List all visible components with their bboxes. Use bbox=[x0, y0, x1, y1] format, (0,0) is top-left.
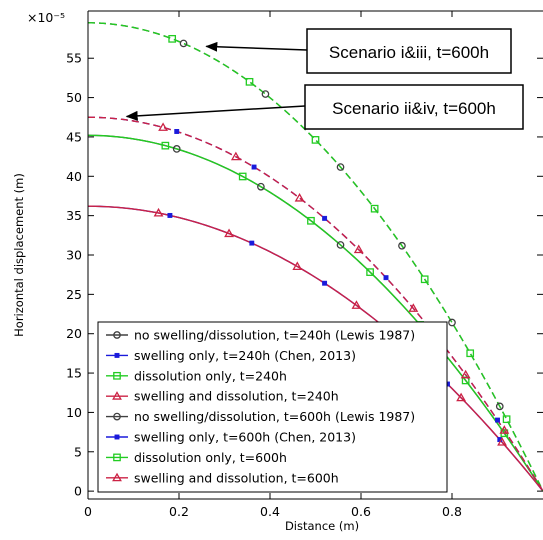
legend-swatch-marker bbox=[112, 472, 122, 482]
series-2-marker bbox=[249, 240, 255, 246]
annotation-2-text: Scenario ii&iv, t=600h bbox=[332, 99, 496, 118]
series-7-marker bbox=[168, 34, 177, 43]
y-tick-label: 30 bbox=[66, 248, 82, 263]
legend-swatch-marker bbox=[113, 371, 121, 380]
series-3-marker bbox=[307, 216, 315, 225]
legend-label: swelling and dissolution, t=240h bbox=[134, 389, 339, 404]
series-7-marker bbox=[502, 415, 511, 424]
legend-label: dissolution only, t=600h bbox=[134, 450, 287, 465]
annotation-2: Scenario ii&iv, t=600h bbox=[125, 84, 524, 130]
series-7-marker bbox=[370, 204, 379, 213]
series-5-marker bbox=[448, 318, 456, 327]
legend-swatch-marker bbox=[114, 434, 120, 440]
series-7-marker bbox=[420, 275, 429, 284]
series-7-marker bbox=[245, 77, 254, 86]
y-tick-label: 10 bbox=[66, 405, 82, 420]
y-tick-label: 40 bbox=[66, 169, 82, 184]
series-line-4 bbox=[87, 205, 543, 492]
x-tick-label: 0.8 bbox=[442, 504, 462, 519]
legend-swatch-marker bbox=[113, 453, 121, 462]
annotation-1-arrow bbox=[205, 41, 308, 52]
series-3-marker bbox=[238, 172, 247, 181]
legend-swatch-marker bbox=[113, 331, 121, 339]
series-6-marker bbox=[322, 215, 328, 221]
x-tick-label: 0 bbox=[84, 504, 92, 519]
series-4-marker bbox=[351, 300, 362, 309]
series-3-marker bbox=[161, 141, 170, 150]
legend: no swelling/dissolution, t=240h (Lewis 1… bbox=[97, 321, 448, 493]
y-tick-label: 5 bbox=[74, 444, 82, 459]
annotation-1-box bbox=[306, 28, 512, 74]
series-8-marker bbox=[460, 369, 471, 379]
series-7-marker bbox=[466, 349, 475, 358]
series-line-3 bbox=[87, 134, 543, 492]
x-tick-label: 0.6 bbox=[351, 504, 371, 519]
series-4-marker bbox=[153, 207, 164, 217]
y-tick-label: 50 bbox=[66, 90, 82, 105]
annotation-2-box bbox=[304, 84, 524, 130]
series-8-marker bbox=[499, 425, 510, 434]
legend-label: no swelling/dissolution, t=240h (Lewis 1… bbox=[134, 328, 415, 343]
legend-box bbox=[97, 321, 448, 493]
y-axis-title: Horizontal displacement (m) bbox=[12, 173, 26, 337]
series-6-marker bbox=[383, 275, 389, 281]
series-7-marker bbox=[311, 136, 320, 144]
legend-swatch-marker bbox=[113, 412, 121, 421]
series-1-marker bbox=[172, 145, 181, 153]
y-tick-label: 15 bbox=[66, 366, 82, 381]
series-4-marker bbox=[224, 228, 234, 238]
series-6-marker bbox=[495, 417, 500, 423]
legend-label: swelling only, t=600h (Chen, 2013) bbox=[134, 430, 356, 445]
x-tick-label: 0.4 bbox=[260, 504, 280, 519]
legend-label: swelling and dissolution, t=600h bbox=[134, 470, 339, 485]
series-2-marker bbox=[167, 212, 173, 218]
series-6-marker bbox=[174, 129, 180, 134]
annotation-2-arrow bbox=[125, 105, 306, 121]
series-8-marker bbox=[230, 151, 241, 161]
y-tick-label: 35 bbox=[66, 208, 82, 223]
series-8-marker bbox=[158, 122, 168, 131]
legend-label: swelling only, t=240h (Chen, 2013) bbox=[134, 348, 356, 363]
annotation-1: Scenario i&iii, t=600h bbox=[205, 28, 512, 74]
series-4-marker bbox=[292, 261, 303, 270]
series-1-marker bbox=[257, 182, 265, 191]
series-8-marker bbox=[408, 303, 419, 312]
y-tick-label: 55 bbox=[66, 51, 82, 66]
y-tick-label: 0 bbox=[74, 484, 82, 499]
series-4-marker bbox=[456, 392, 467, 402]
series-6-marker bbox=[251, 164, 257, 170]
x-tick-label: 0.2 bbox=[169, 504, 189, 519]
series-5-marker bbox=[495, 402, 504, 411]
series-8-marker bbox=[294, 192, 305, 202]
y-multiplier: ×10⁻⁵ bbox=[27, 10, 65, 25]
series-5-marker bbox=[398, 241, 406, 250]
y-tick-label: 25 bbox=[66, 287, 82, 302]
legend-swatch-marker bbox=[112, 391, 122, 400]
series-2-marker bbox=[322, 280, 328, 286]
annotation-1-text: Scenario i&iii, t=600h bbox=[329, 43, 489, 62]
series-5-marker bbox=[261, 90, 270, 98]
series-1-marker bbox=[336, 241, 345, 249]
legend-label: no swelling/dissolution, t=600h (Lewis 1… bbox=[134, 409, 415, 424]
legend-swatch-marker bbox=[114, 352, 120, 358]
series-5-marker bbox=[336, 163, 345, 171]
series-8-marker bbox=[353, 244, 364, 254]
series-4-marker bbox=[497, 437, 507, 446]
series-5-marker bbox=[179, 39, 188, 48]
x-axis-title: Distance (m) bbox=[285, 519, 359, 533]
series-3-marker bbox=[366, 268, 374, 276]
y-tick-label: 20 bbox=[66, 326, 82, 341]
series-line-7 bbox=[87, 22, 543, 492]
y-tick-label: 45 bbox=[66, 129, 82, 144]
legend-label: dissolution only, t=240h bbox=[134, 368, 287, 383]
